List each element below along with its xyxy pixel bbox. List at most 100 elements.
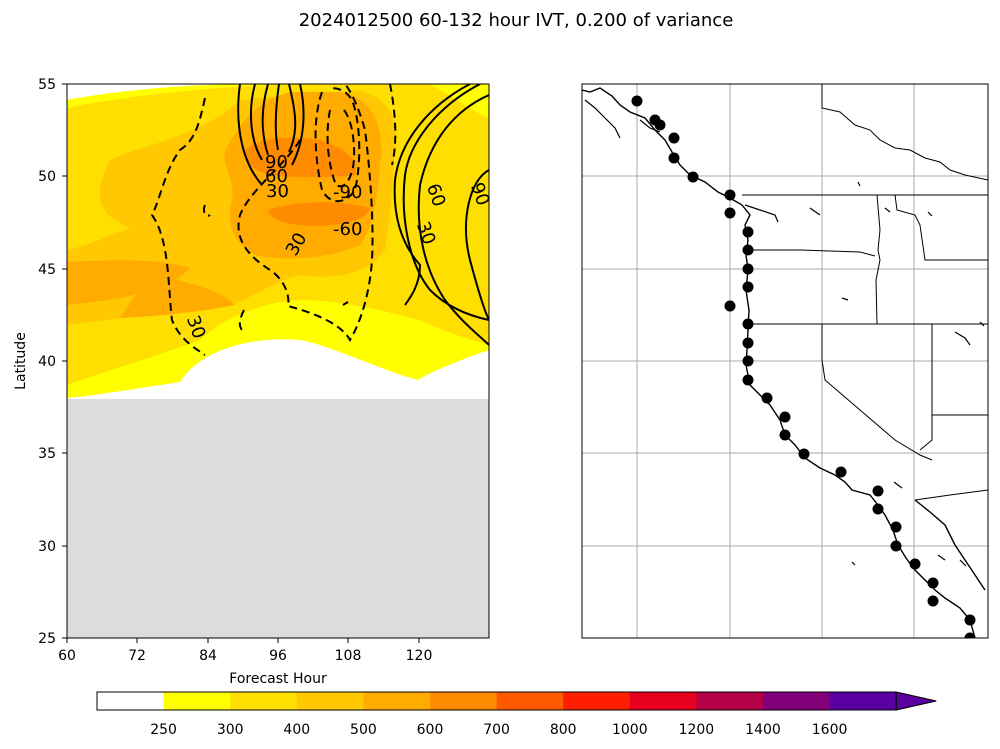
forecast-point	[964, 614, 976, 626]
forecast-point	[687, 171, 699, 183]
colorbar-extend-arrow	[895, 691, 937, 711]
contour-solid	[250, 84, 263, 161]
x-tick-label: 72	[128, 648, 146, 664]
colorbar-segment	[696, 692, 764, 710]
ivt-filled-contours: 90 60 30 -90 -60 30 30 60 90 30	[67, 84, 494, 638]
colorbar-tick-label: 400	[283, 722, 310, 738]
y-tick-label: 25	[38, 631, 56, 647]
ivt-band-500-left	[67, 260, 190, 305]
y-tick-label: 35	[38, 446, 56, 462]
forecast-point	[668, 132, 680, 144]
colorbar-tick-label: 800	[550, 722, 577, 738]
colorbar-segment	[163, 692, 231, 710]
forecast-point	[742, 374, 754, 386]
ivt-band-600	[245, 137, 356, 178]
map-panel	[581, 83, 989, 639]
forecast-points	[631, 95, 976, 638]
forecast-point	[927, 577, 939, 589]
colorbar-tick-label: 250	[150, 722, 177, 738]
baja-coast	[914, 499, 986, 591]
y-tick-label: 45	[38, 262, 56, 278]
y-tick-label: 40	[38, 354, 56, 370]
map-axes-frame	[581, 83, 989, 639]
colorbar-tick-label: 700	[483, 722, 510, 738]
forecast-point	[742, 263, 754, 275]
colorbar-segment	[563, 692, 631, 710]
contour-dashed	[314, 87, 361, 203]
anomaly-contours-dashed	[150, 84, 397, 356]
colorbar-segment	[97, 692, 165, 710]
contour-solid	[288, 84, 297, 153]
missing-data-region	[67, 399, 489, 638]
forecast-point	[742, 318, 754, 330]
y-axis: 25 30 35 40 45 50 55 Latitude	[13, 77, 67, 647]
contour-solid	[261, 84, 269, 156]
colorbar-segment	[296, 692, 364, 710]
contour-dashed	[389, 84, 397, 166]
colorbar: 250 300 400 500 600 700 800 1000 1200 1400 1600	[96, 691, 937, 738]
colorbar-tick-label: 1200	[679, 722, 715, 738]
forecast-point	[742, 244, 754, 256]
colorbar-frame	[96, 691, 897, 711]
y-tick-label: 50	[38, 169, 56, 185]
contour-dashed	[238, 309, 245, 331]
forecast-point	[724, 207, 736, 219]
x-tick-label: 96	[269, 648, 287, 664]
colorbar-segment	[829, 692, 897, 710]
forecast-point	[927, 595, 939, 607]
contour-label: 60	[265, 166, 288, 187]
forecast-point	[779, 429, 791, 441]
colorbar-tick-label: 1600	[812, 722, 848, 738]
forecast-point	[724, 189, 736, 201]
contour-solid	[342, 301, 349, 306]
forecast-point	[742, 355, 754, 367]
contour-solid	[465, 169, 489, 321]
forecast-point	[964, 632, 976, 638]
forecast-point	[742, 337, 754, 349]
x-tick-label: 84	[199, 648, 217, 664]
contour-dashed	[202, 204, 211, 217]
forecast-point	[779, 411, 791, 423]
contour-label: 90	[466, 180, 494, 209]
contour-solid	[417, 94, 489, 346]
political-borders	[742, 84, 988, 501]
colorbar-tick-label: 300	[217, 722, 244, 738]
forecast-point	[654, 119, 666, 131]
x-tick-label: 108	[335, 648, 362, 664]
x-axis-label: Forecast Hour	[229, 671, 327, 687]
forecast-point	[890, 540, 902, 552]
hovmoller-panel: 90 60 30 -90 -60 30 30 60 90 30 60	[13, 77, 494, 687]
forecast-point	[872, 485, 884, 497]
forecast-point	[742, 281, 754, 293]
contour-label: -90	[333, 182, 362, 203]
colorbar-segment	[496, 692, 564, 710]
colorbar-tick-label: 500	[350, 722, 377, 738]
contour-label: 90	[265, 152, 288, 173]
forecast-point	[761, 392, 773, 404]
colorbar-segment	[763, 692, 831, 710]
x-tick-label: 60	[58, 648, 76, 664]
y-tick-label: 30	[38, 539, 56, 555]
contour-label: -60	[333, 219, 362, 240]
ivt-band-500-left-b	[120, 275, 235, 318]
forecast-point	[668, 152, 680, 164]
forecast-point	[724, 300, 736, 312]
x-tick-label: 120	[406, 648, 433, 664]
y-axis-label: Latitude	[13, 332, 29, 390]
figure-title: 2024012500 60-132 hour IVT, 0.200 of var…	[299, 10, 734, 31]
forecast-point	[909, 558, 921, 570]
contour-solid	[237, 84, 263, 186]
contour-dashed	[237, 84, 374, 342]
contour-dashed	[326, 107, 356, 188]
colorbar-segment	[430, 692, 498, 710]
forecast-point	[742, 226, 754, 238]
ivt-band-600-b	[268, 202, 370, 226]
y-tick-label: 55	[38, 77, 56, 93]
forecast-point	[631, 95, 643, 107]
colorbar-segment	[230, 692, 298, 710]
map-islands	[584, 99, 985, 567]
forecast-point	[890, 521, 902, 533]
colorbar-tick-label: 1000	[612, 722, 648, 738]
contour-solid	[274, 84, 280, 151]
